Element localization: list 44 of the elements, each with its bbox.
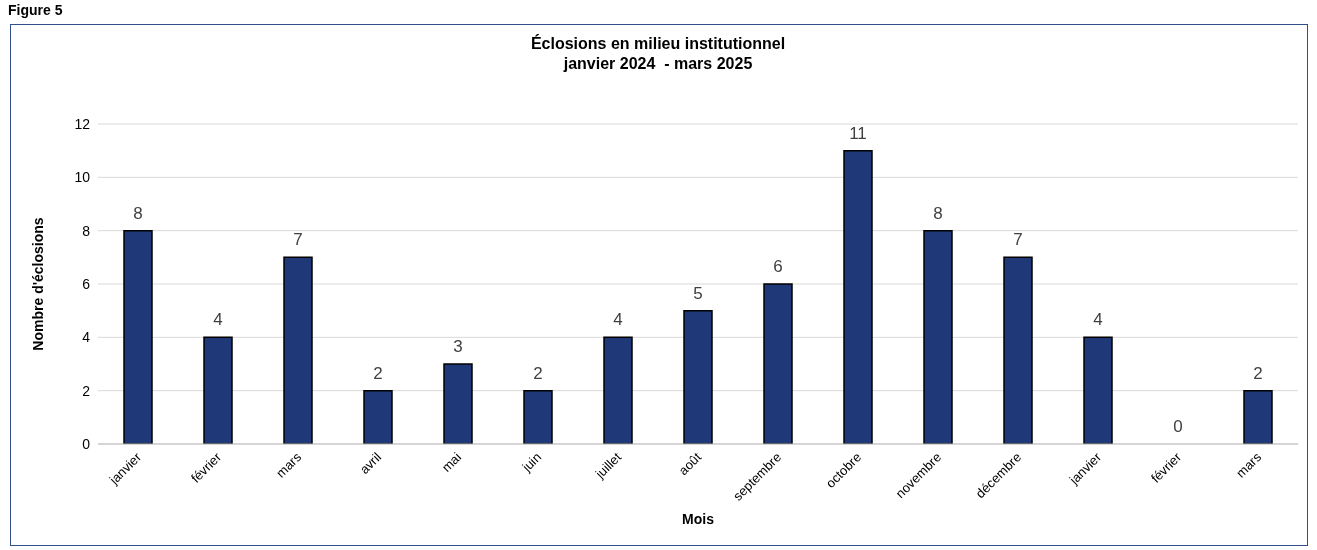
data-label: 0 xyxy=(1173,417,1183,436)
x-tick-label: juin xyxy=(518,449,545,476)
bar xyxy=(1243,389,1273,444)
caption: Figure 5 xyxy=(8,2,63,18)
y-tick-label: 2 xyxy=(82,382,91,399)
chart-title: Éclosions en milieu institutionnel janvier 2024 - mars 2025 xyxy=(529,34,787,74)
bar xyxy=(1003,256,1033,444)
bar xyxy=(603,336,633,444)
data-label: 4 xyxy=(613,310,623,330)
y-tick-label: 4 xyxy=(82,329,91,346)
y-tick-label: 10 xyxy=(74,169,91,186)
x-tick-label: août xyxy=(675,449,705,479)
y-tick-label: 8 xyxy=(82,222,91,239)
data-label: 2 xyxy=(533,363,543,383)
y-tick-label: 6 xyxy=(82,275,91,292)
y-tick-label: 0 xyxy=(82,435,91,452)
data-label: 4 xyxy=(1093,310,1103,330)
bar xyxy=(283,256,313,444)
bar xyxy=(443,363,473,444)
bar xyxy=(923,229,953,444)
data-label: 7 xyxy=(293,230,303,250)
x-tick-label: mai xyxy=(438,449,465,475)
bar xyxy=(523,389,553,444)
data-label: 3 xyxy=(453,337,463,356)
data-label: 11 xyxy=(849,123,867,143)
y-tick-label: 12 xyxy=(74,115,91,132)
data-label: 2 xyxy=(373,363,383,383)
bar xyxy=(843,149,873,444)
data-label: 2 xyxy=(1253,363,1263,383)
bar xyxy=(1083,336,1113,444)
data-label: 8 xyxy=(133,203,143,223)
data-label: 6 xyxy=(773,257,783,276)
x-axis-title: Mois xyxy=(682,511,715,527)
x-tick-label: avril xyxy=(356,449,385,477)
data-label: 5 xyxy=(693,283,703,303)
data-label: 7 xyxy=(1013,230,1023,250)
data-label: 4 xyxy=(213,310,223,330)
bar xyxy=(203,336,233,444)
bar xyxy=(763,283,793,444)
bar xyxy=(123,229,153,444)
data-label: 8 xyxy=(933,203,943,223)
y-axis-title: Nombre d'éclosions xyxy=(29,217,46,351)
bar xyxy=(363,389,393,444)
bar xyxy=(683,309,713,444)
